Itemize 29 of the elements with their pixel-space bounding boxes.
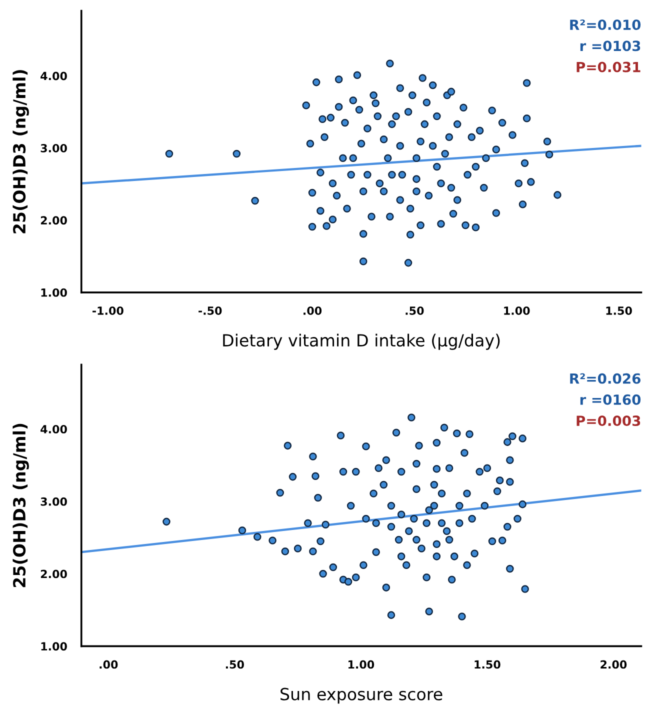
y-tick-label: 2.00 (40, 216, 67, 225)
y-tick-label: 2.00 (40, 570, 67, 578)
x-tick-label: .00 (100, 660, 118, 669)
y-tick-label: 4.00 (40, 72, 67, 80)
annotation: r =0103 (580, 40, 640, 52)
x-tick-label: .50 (226, 660, 244, 669)
x-tick-label: .50 (406, 306, 424, 315)
x-tick-label: 1.00 (348, 660, 374, 669)
annotation: R²=0.010 (570, 20, 641, 30)
x-tick-label: 2.00 (600, 660, 627, 669)
x-tick-label: .00 (304, 306, 322, 315)
annotation: r =0160 (580, 394, 641, 405)
y-axis-title: 25(OH)D3 (ng/ml) (12, 424, 29, 588)
y-tick-label: 4.00 (40, 425, 67, 434)
y-tick-label: 1.00 (41, 288, 67, 297)
annotation: P=0.031 (576, 62, 640, 72)
x-tick-label: 1.00 (504, 306, 530, 315)
y-axis-title: 25(OH)D3 (ng/ml) (12, 70, 29, 234)
y-tick-label: 3.00 (40, 497, 67, 506)
y-tick-label: 1.00 (41, 642, 67, 651)
x-axis-title: Sun exposure score (280, 688, 442, 704)
x-tick-label: -.50 (198, 306, 222, 315)
x-axis-title: Dietary vitamin D intake (µg/day) (223, 334, 500, 350)
y-tick-label: 3.00 (40, 144, 67, 152)
x-tick-label: -1.00 (92, 306, 124, 315)
annotation: R²=0.026 (570, 373, 640, 384)
x-tick-label: 1.50 (606, 306, 632, 315)
annotation: P=0.003 (576, 416, 640, 426)
x-tick-label: 1.50 (474, 660, 500, 669)
